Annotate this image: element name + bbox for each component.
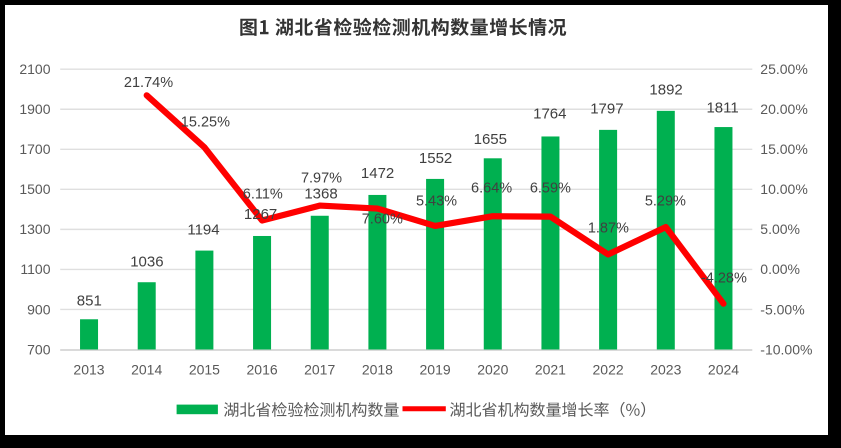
svg-text:1472: 1472 xyxy=(361,165,394,182)
svg-text:1655: 1655 xyxy=(474,131,507,148)
svg-text:1900: 1900 xyxy=(19,101,50,117)
svg-text:1368: 1368 xyxy=(304,186,337,203)
svg-text:1036: 1036 xyxy=(130,254,163,271)
svg-text:25.00%: 25.00% xyxy=(760,61,807,77)
svg-text:-5.00%: -5.00% xyxy=(760,301,804,317)
svg-text:1700: 1700 xyxy=(19,141,50,157)
svg-text:700: 700 xyxy=(27,341,51,357)
svg-text:2014: 2014 xyxy=(131,362,162,378)
svg-text:2013: 2013 xyxy=(73,362,104,378)
svg-text:5.00%: 5.00% xyxy=(760,221,800,237)
svg-text:20.00%: 20.00% xyxy=(760,101,807,117)
svg-text:7.97%: 7.97% xyxy=(301,171,342,187)
svg-text:15.25%: 15.25% xyxy=(181,115,230,131)
svg-text:6.59%: 6.59% xyxy=(530,181,571,197)
svg-text:2019: 2019 xyxy=(420,362,451,378)
svg-text:2016: 2016 xyxy=(247,362,278,378)
svg-text:2023: 2023 xyxy=(650,362,681,378)
svg-text:21.74%: 21.74% xyxy=(124,75,173,91)
svg-text:851: 851 xyxy=(77,292,102,309)
svg-text:2021: 2021 xyxy=(535,362,566,378)
svg-text:5.43%: 5.43% xyxy=(416,193,457,209)
svg-text:1.87%: 1.87% xyxy=(588,220,629,236)
svg-text:0.00%: 0.00% xyxy=(760,261,800,277)
svg-text:1194: 1194 xyxy=(187,222,219,239)
svg-text:2022: 2022 xyxy=(593,362,624,378)
svg-text:-4.28%: -4.28% xyxy=(701,271,747,287)
svg-text:2020: 2020 xyxy=(477,362,508,378)
svg-text:-10.00%: -10.00% xyxy=(760,341,812,357)
svg-text:6.64%: 6.64% xyxy=(471,181,512,197)
svg-text:1764: 1764 xyxy=(533,105,566,122)
svg-text:1552: 1552 xyxy=(419,150,452,167)
svg-text:6.11%: 6.11% xyxy=(243,186,283,202)
svg-text:1300: 1300 xyxy=(19,221,50,237)
svg-text:10.00%: 10.00% xyxy=(760,181,807,197)
svg-text:1797: 1797 xyxy=(590,100,623,117)
svg-text:900: 900 xyxy=(27,301,51,317)
svg-text:2100: 2100 xyxy=(19,61,50,77)
svg-text:1100: 1100 xyxy=(20,261,50,277)
svg-text:7.60%: 7.60% xyxy=(362,212,403,228)
svg-text:1500: 1500 xyxy=(19,181,50,197)
svg-text:2024: 2024 xyxy=(708,362,739,378)
svg-text:1267: 1267 xyxy=(244,206,277,223)
svg-text:15.00%: 15.00% xyxy=(760,141,807,157)
svg-text:5.29%: 5.29% xyxy=(645,194,686,210)
svg-text:2017: 2017 xyxy=(304,362,335,378)
svg-text:2018: 2018 xyxy=(362,362,393,378)
svg-text:2015: 2015 xyxy=(189,362,220,378)
svg-text:1811: 1811 xyxy=(706,100,738,117)
svg-text:1892: 1892 xyxy=(649,82,682,99)
